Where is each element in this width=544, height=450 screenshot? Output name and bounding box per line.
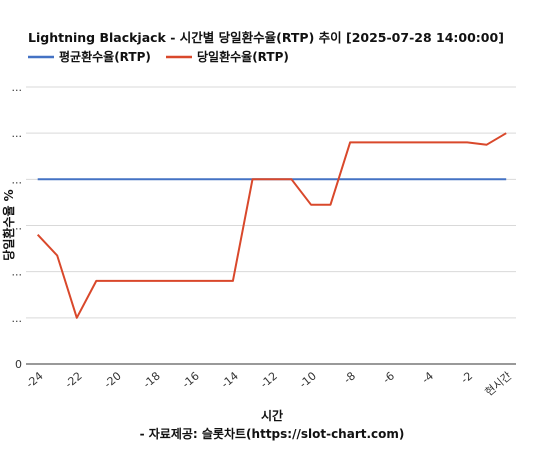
grid <box>26 86 516 365</box>
legend: 평균환수율(RTP) 당일환수율(RTP) <box>28 49 289 64</box>
y-tick-label: ... <box>12 312 23 325</box>
x-axis-ticks: -24 -22 -20 -18 -16 -14 -12 -10 -8 -6 -4 -2 현시간 <box>24 369 515 398</box>
x-axis-title: 시간 <box>261 408 283 423</box>
y-axis-title: 당일환수율 % <box>1 189 16 260</box>
chart-title: Lightning Blackjack - 시간별 당일환수율(RTP) 추이 … <box>28 30 504 45</box>
x-tick-label: -6 <box>380 369 397 386</box>
y-tick-label: ... <box>12 220 23 233</box>
y-tick-label: 0 <box>15 358 22 371</box>
x-tick-label: -14 <box>219 369 241 391</box>
y-tick-label: ... <box>12 127 23 140</box>
series-lines <box>36 132 507 319</box>
legend-label-1: 평균환수율(RTP) <box>59 49 151 64</box>
x-tick-label: -16 <box>180 369 202 391</box>
y-axis-ticks: 0.................. <box>12 81 23 371</box>
x-tick-label: -20 <box>102 369 124 391</box>
x-tick-label: -10 <box>297 369 319 391</box>
x-tick-label: -24 <box>24 369 46 391</box>
x-tick-label: 현시간 <box>483 369 515 398</box>
source-note: - 자료제공: 슬롯차트(https://slot-chart.com) <box>140 426 405 441</box>
x-tick-label: -22 <box>63 369 85 391</box>
legend-label-2: 당일환수율(RTP) <box>197 49 289 64</box>
x-tick-label: -8 <box>341 369 358 386</box>
y-tick-label: ... <box>12 81 23 94</box>
x-tick-label: -18 <box>141 369 163 391</box>
series-line-2 <box>36 132 507 319</box>
x-tick-label: -4 <box>419 369 436 386</box>
x-tick-label: -2 <box>458 369 475 386</box>
y-tick-label: ... <box>12 266 23 279</box>
y-tick-label: ... <box>12 173 23 186</box>
x-tick-label: -12 <box>258 369 280 391</box>
